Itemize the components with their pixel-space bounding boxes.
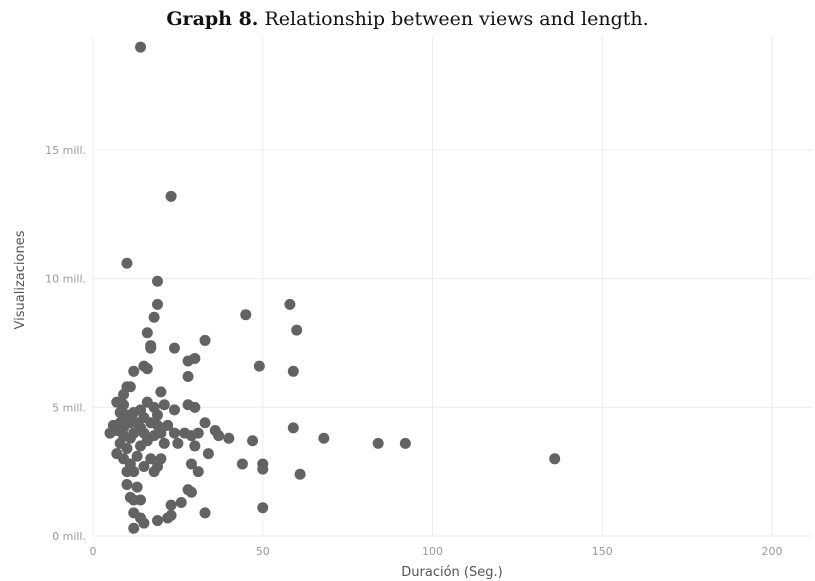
data-point — [257, 502, 269, 514]
data-point — [138, 517, 150, 529]
data-point — [236, 458, 248, 470]
data-point — [138, 461, 150, 473]
data-points — [104, 41, 561, 534]
data-point — [131, 450, 143, 462]
data-point — [121, 257, 133, 269]
data-point — [209, 424, 221, 436]
y-axis-ticks: 0 mill. 5 mill. 10 mill. 15 mill. — [45, 144, 86, 543]
data-point — [135, 494, 147, 506]
caption-prefix: Graph 8. — [166, 8, 259, 30]
data-point — [199, 507, 211, 519]
data-point — [175, 497, 187, 509]
data-point — [549, 453, 561, 465]
chart-grid — [92, 36, 812, 537]
data-point — [158, 437, 170, 449]
data-point — [284, 298, 296, 310]
data-point — [118, 388, 130, 400]
data-point — [162, 419, 174, 431]
data-point — [168, 342, 180, 354]
data-point — [148, 311, 160, 323]
data-point — [165, 509, 177, 521]
data-point — [372, 437, 384, 449]
data-point — [318, 432, 330, 444]
data-point — [124, 381, 136, 393]
x-tick-label: 150 — [592, 545, 613, 558]
data-point — [121, 479, 133, 491]
data-point — [128, 466, 140, 478]
data-point — [182, 355, 194, 367]
data-point — [155, 427, 167, 439]
data-point — [152, 298, 164, 310]
data-point — [138, 360, 150, 372]
data-point — [152, 515, 164, 527]
data-point — [165, 499, 177, 511]
x-tick-label: 200 — [762, 545, 783, 558]
data-point — [141, 435, 153, 447]
data-point — [165, 190, 177, 202]
x-tick-label: 0 — [90, 545, 97, 558]
y-axis-title: Visualizaciones — [13, 230, 28, 329]
y-tick-label: 0 mill. — [52, 530, 86, 543]
data-point — [287, 365, 299, 377]
y-tick-label: 15 mill. — [45, 144, 86, 157]
x-axis-title: Duración (Seg.) — [401, 565, 502, 580]
caption-text: Relationship between views and length. — [258, 8, 649, 30]
chart-caption: Graph 8. Relationship between views and … — [0, 8, 815, 30]
data-point — [128, 522, 140, 534]
data-point — [257, 463, 269, 475]
data-point — [253, 360, 265, 372]
data-point — [189, 401, 201, 413]
data-point — [145, 342, 157, 354]
data-point — [199, 417, 211, 429]
data-point — [199, 334, 211, 346]
data-point — [158, 399, 170, 411]
data-point — [152, 275, 164, 287]
data-point — [287, 422, 299, 434]
data-point — [152, 409, 164, 421]
data-point — [135, 41, 147, 53]
x-tick-label: 100 — [422, 545, 443, 558]
data-point — [247, 435, 259, 447]
data-point — [121, 443, 133, 455]
data-point — [168, 404, 180, 416]
data-point — [192, 427, 204, 439]
data-point — [182, 370, 194, 382]
data-point — [172, 437, 184, 449]
data-point — [192, 466, 204, 478]
data-point — [291, 324, 303, 336]
data-point — [128, 365, 140, 377]
data-point — [185, 486, 197, 498]
data-point — [128, 427, 140, 439]
x-tick-label: 50 — [256, 545, 270, 558]
y-tick-label: 5 mill. — [52, 401, 86, 414]
y-tick-label: 10 mill. — [45, 273, 86, 286]
data-point — [168, 427, 180, 439]
data-point — [155, 386, 167, 398]
data-point — [131, 481, 143, 493]
data-point — [185, 458, 197, 470]
data-point — [141, 327, 153, 339]
data-point — [189, 440, 201, 452]
data-point — [223, 432, 235, 444]
data-point — [399, 437, 411, 449]
data-point — [148, 466, 160, 478]
x-axis-ticks: 0 50 100 150 200 — [90, 545, 783, 558]
data-point — [294, 468, 306, 480]
data-point — [145, 453, 157, 465]
data-point — [202, 448, 214, 460]
data-point — [240, 309, 252, 321]
